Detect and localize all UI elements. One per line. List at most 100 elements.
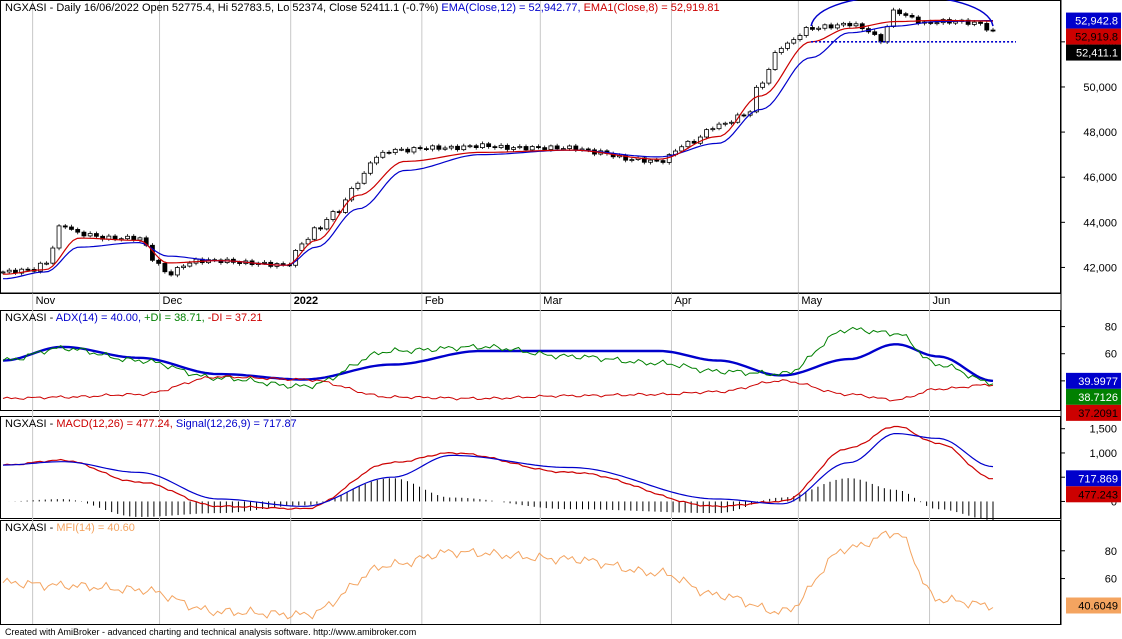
value-badge <box>1066 372 1121 389</box>
x-tick-label: Mar <box>543 295 562 307</box>
candle-body <box>411 147 417 153</box>
candle-body <box>486 143 492 148</box>
mfi-panel-header: NGXASI - MFI(14) = 40.60 <box>5 522 135 534</box>
candle-body <box>156 259 162 264</box>
candle-body <box>554 145 560 150</box>
y-axis-labels: 42,00044,00046,00048,00050,00052,0004060… <box>1061 37 1117 586</box>
candle-body <box>311 227 317 240</box>
candle-body <box>187 262 193 267</box>
ema8-line <box>2 19 993 275</box>
ema12-line <box>2 20 993 280</box>
y-tick-label: 80 <box>1105 322 1117 334</box>
candle-body <box>448 145 454 149</box>
candle-body <box>367 162 373 174</box>
value-badge-label: 717.869 <box>1078 473 1118 485</box>
y-tick-label: 1,000 <box>1089 448 1117 460</box>
candle-body <box>417 147 423 150</box>
candle-body <box>374 156 379 164</box>
candle-body <box>0 271 6 274</box>
candle-body <box>629 159 635 161</box>
candle-body <box>25 268 31 271</box>
macd-header-symbol: NGXASI - <box>5 418 57 430</box>
price-header-ohlc: NGXASI - Daily 16/06/2022 Open 52775.4, … <box>5 2 442 14</box>
candle-body <box>778 47 784 53</box>
candle-body <box>810 27 815 30</box>
candle-body <box>623 155 629 161</box>
y-tick-label: 50,000 <box>1083 82 1117 94</box>
adx-header-symbol: NGXASI - <box>5 312 56 324</box>
candle-body <box>473 145 479 148</box>
candle-body <box>853 23 859 27</box>
candle-body <box>355 182 361 189</box>
value-badge-label: 52,942.8 <box>1075 16 1118 28</box>
candle-body <box>716 123 722 130</box>
y-tick-label: 60 <box>1105 349 1117 361</box>
value-badge-label: 52,919.8 <box>1075 32 1118 44</box>
value-badge <box>1066 28 1121 45</box>
y-tick-label: 80 <box>1105 546 1117 558</box>
candle-body <box>262 261 267 264</box>
candle-body <box>816 27 822 30</box>
candle-body <box>131 235 137 241</box>
candle-body <box>380 151 386 158</box>
candle-body <box>660 160 666 163</box>
candle-body <box>498 144 504 149</box>
candle-body <box>125 235 130 240</box>
value-badge-label: 37.2091 <box>1078 408 1118 420</box>
candle-body <box>455 145 460 151</box>
macd-header-signal: Signal(12,26,9) = 717.87 <box>175 418 297 430</box>
value-badge <box>1066 44 1121 61</box>
candle-body <box>560 148 566 150</box>
price-header-ema12: EMA(Close,12) = 52,942.77, <box>441 2 584 14</box>
candle-body <box>174 267 180 276</box>
candle-body <box>56 225 62 249</box>
value-badge <box>1066 12 1121 29</box>
macd-line <box>2 425 994 510</box>
candle-body <box>168 271 174 276</box>
candle-body <box>691 140 697 144</box>
candle-body <box>915 16 921 24</box>
candle-body <box>884 26 890 43</box>
candle-body <box>741 114 747 117</box>
candle-body <box>785 42 790 49</box>
value-badge-label: 52,411.1 <box>1076 48 1118 60</box>
candle-body <box>69 226 74 230</box>
mfi-line <box>2 530 994 620</box>
value-badge-label: 39.9977 <box>1078 376 1118 388</box>
candle-body <box>349 187 355 201</box>
value-badge <box>1066 597 1121 614</box>
candle-body <box>50 247 56 264</box>
candle-body <box>990 29 996 32</box>
candle-body <box>841 22 846 26</box>
adx-header-adx: ADX(14) = 40.00, <box>55 312 145 324</box>
candle-body <box>392 148 398 154</box>
candle-body <box>324 219 330 230</box>
value-badge-label: 40.6049 <box>1078 601 1118 613</box>
x-tick-label: Feb <box>425 295 444 307</box>
candle-body <box>585 148 591 151</box>
candle-body <box>710 128 716 131</box>
candle-body <box>648 159 653 163</box>
candle-body <box>542 147 548 150</box>
candle-body <box>890 9 896 27</box>
candle-body <box>685 140 691 148</box>
candle-body <box>399 148 404 151</box>
candle-body <box>343 199 348 213</box>
y-tick-label: 60 <box>1105 574 1117 586</box>
value-badge <box>1066 486 1121 503</box>
candle-body <box>897 9 903 15</box>
y-tick-label: 48,000 <box>1083 127 1117 139</box>
y-tick-label: 46,000 <box>1083 172 1117 184</box>
candle-body <box>984 23 990 31</box>
macd-panel-header: NGXASI - MACD(12,26) = 477.24, Signal(12… <box>5 418 297 430</box>
value-badge-label: 38.7126 <box>1078 392 1118 404</box>
value-badge <box>1066 404 1121 421</box>
grid-lines <box>0 1 1061 624</box>
candle-body <box>909 15 915 18</box>
candle-body <box>722 122 728 125</box>
y-tick-label: 1,500 <box>1089 424 1117 436</box>
candle-body <box>405 148 411 153</box>
candle-body <box>872 31 878 35</box>
candle-body <box>93 233 99 237</box>
candle-body <box>729 121 734 124</box>
